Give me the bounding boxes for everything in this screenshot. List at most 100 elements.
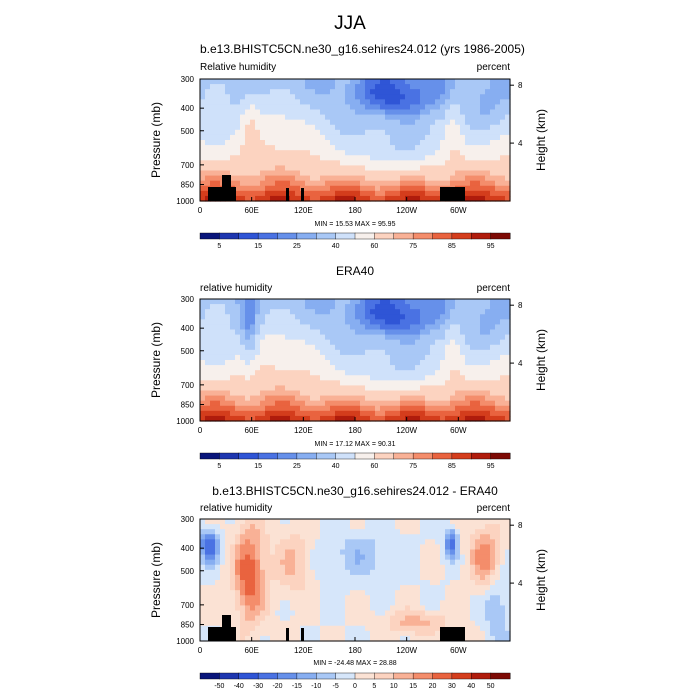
- field-cell: [385, 410, 391, 417]
- field-cell: [295, 595, 301, 601]
- field-cell: [470, 574, 476, 581]
- field-cell: [460, 600, 466, 607]
- field-cell: [370, 544, 376, 551]
- field-cell: [450, 375, 456, 381]
- field-cell: [295, 155, 301, 161]
- field-cell: [500, 370, 506, 376]
- field-cell: [460, 109, 466, 116]
- field-cell: [225, 415, 231, 422]
- field-cell: [350, 539, 356, 546]
- field-cell: [320, 610, 326, 617]
- field-cell: [420, 314, 426, 320]
- field-cell: [355, 539, 361, 546]
- field-cell: [495, 585, 501, 591]
- field-cell: [370, 564, 376, 571]
- field-cell: [250, 395, 256, 402]
- field-cell: [400, 304, 406, 310]
- field-cell: [395, 620, 401, 627]
- field-cell: [495, 354, 501, 361]
- field-cell: [240, 395, 246, 402]
- field-cell: [265, 380, 271, 387]
- field-cell: [435, 354, 441, 361]
- field-cell: [410, 114, 416, 121]
- field-cell: [270, 165, 276, 172]
- field-cell: [215, 610, 221, 617]
- field-cell: [240, 574, 246, 581]
- field-cell: [230, 600, 236, 607]
- field-cell: [480, 549, 486, 556]
- field-cell: [295, 339, 301, 346]
- field-cell: [300, 519, 306, 525]
- field-cell: [350, 549, 356, 556]
- field-cell: [220, 324, 226, 331]
- field-cell: [390, 89, 396, 95]
- field-cell: [300, 145, 306, 151]
- field-cell: [320, 299, 326, 305]
- field-cell: [330, 84, 336, 90]
- field-cell: [215, 334, 221, 341]
- field-cell: [355, 415, 361, 422]
- field-cell: [435, 175, 441, 182]
- field-cell: [305, 339, 311, 346]
- field-cell: [450, 309, 456, 315]
- field-cell: [490, 375, 496, 381]
- field-cell: [210, 299, 216, 305]
- field-cell: [330, 349, 336, 356]
- field-cell: [390, 360, 396, 366]
- panel-2-stats: MIN = 17.12 MAX = 90.31: [314, 441, 396, 448]
- field-cell: [460, 145, 466, 151]
- field-cell: [365, 79, 371, 85]
- field-cell: [340, 180, 346, 187]
- field-cell: [320, 180, 326, 187]
- field-cell: [390, 185, 396, 192]
- field-cell: [300, 129, 306, 136]
- field-cell: [280, 155, 286, 161]
- field-cell: [250, 365, 256, 371]
- field-cell: [500, 564, 506, 571]
- field-cell: [330, 324, 336, 331]
- field-cell: [460, 84, 466, 90]
- field-cell: [460, 534, 466, 540]
- field-cell: [380, 309, 386, 315]
- field-cell: [430, 324, 436, 331]
- field-cell: [265, 529, 271, 535]
- field-cell: [415, 635, 421, 642]
- field-cell: [390, 524, 396, 530]
- field-cell: [370, 124, 376, 131]
- field-cell: [405, 94, 411, 100]
- field-cell: [295, 400, 301, 407]
- field-cell: [295, 124, 301, 131]
- field-cell: [240, 519, 246, 525]
- field-cell: [290, 529, 296, 535]
- field-cell: [435, 554, 441, 561]
- field-cell: [440, 395, 446, 402]
- field-cell: [390, 329, 396, 336]
- field-cell: [440, 385, 446, 392]
- field-cell: [330, 104, 336, 111]
- field-cell: [335, 569, 341, 576]
- field-cell: [255, 360, 261, 366]
- field-cell: [505, 605, 511, 612]
- field-cell: [420, 405, 426, 412]
- field-cell: [445, 119, 451, 126]
- field-cell: [340, 405, 346, 412]
- field-cell: [250, 524, 256, 530]
- field-cell: [505, 549, 511, 556]
- field-cell: [345, 160, 351, 167]
- field-cell: [280, 170, 286, 177]
- field-cell: [470, 615, 476, 622]
- field-cell: [315, 380, 321, 387]
- field-cell: [200, 349, 206, 356]
- field-cell: [210, 559, 216, 566]
- field-cell: [470, 309, 476, 315]
- field-cell: [400, 405, 406, 412]
- field-cell: [230, 175, 236, 182]
- field-cell: [285, 585, 291, 591]
- field-cell: [370, 170, 376, 177]
- field-cell: [475, 360, 481, 366]
- field-cell: [430, 559, 436, 566]
- field-cell: [505, 564, 511, 571]
- field-cell: [240, 590, 246, 596]
- field-cell: [415, 324, 421, 331]
- field-cell: [385, 129, 391, 136]
